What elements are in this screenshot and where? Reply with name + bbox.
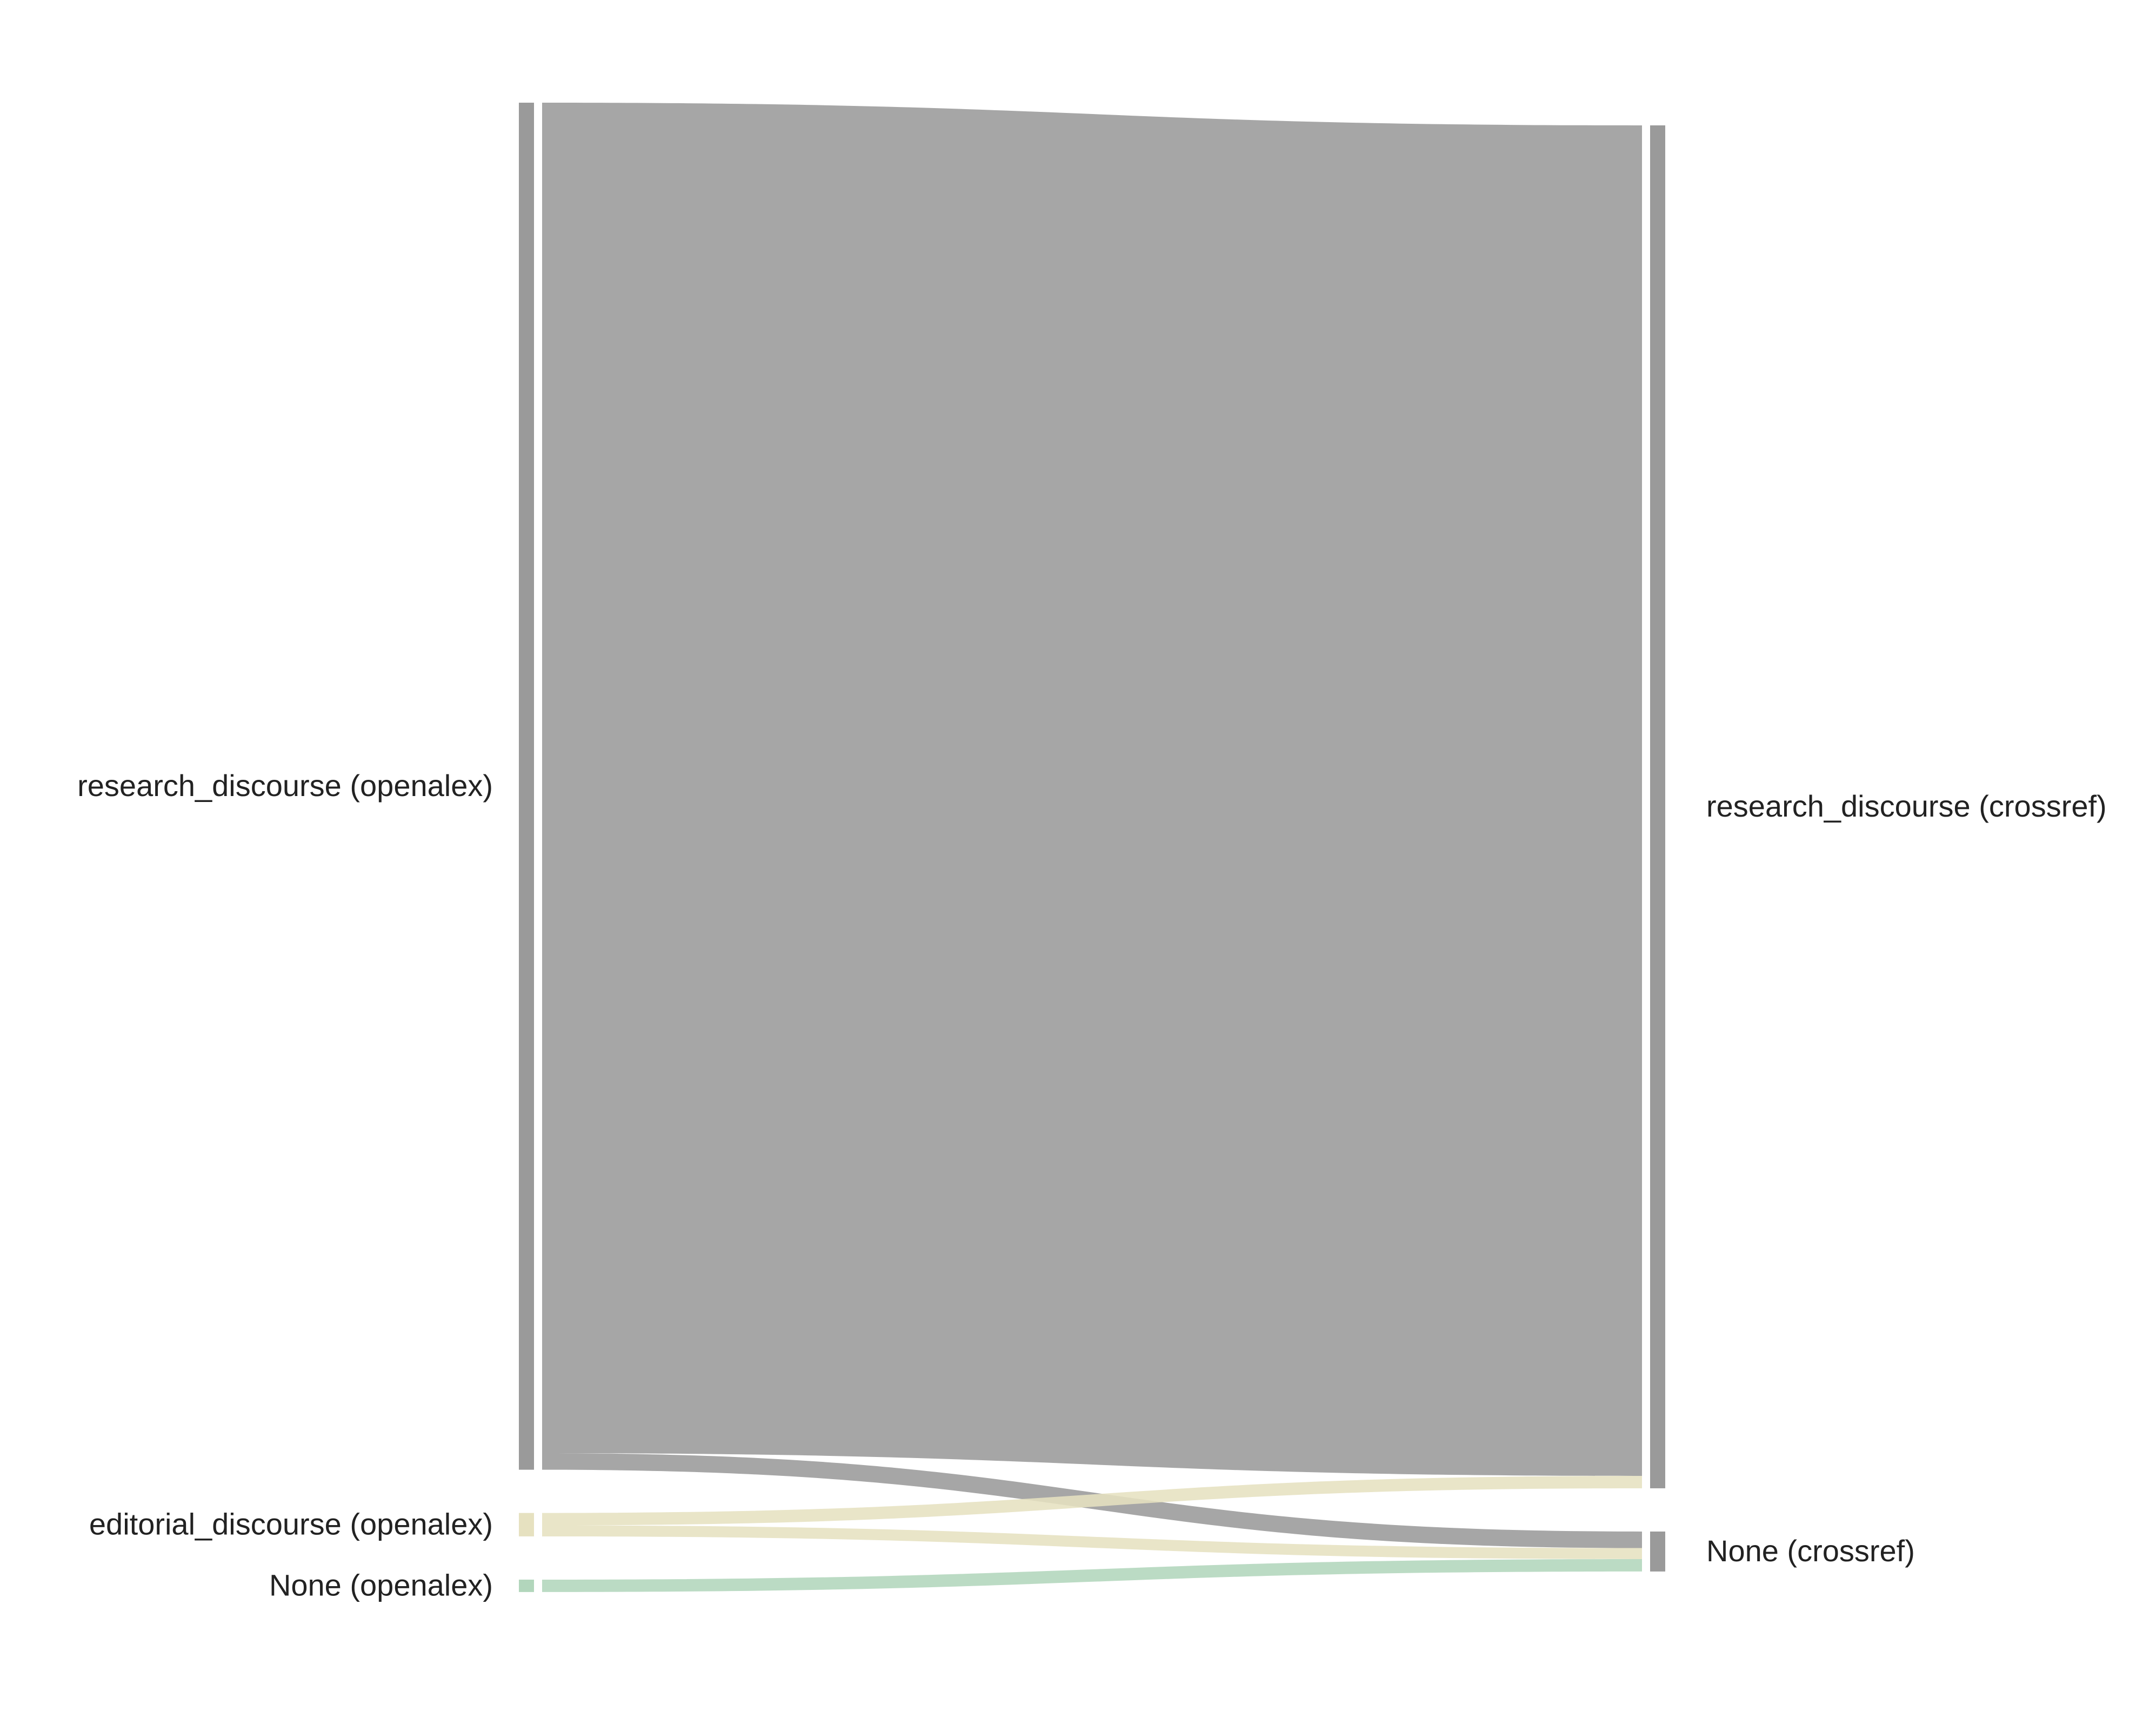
node-bar-l_none: [519, 1579, 534, 1592]
nodes-layer: [519, 103, 1665, 1592]
node-bar-r_none: [1650, 1531, 1665, 1572]
labels-layer: research_discourse (openalex) editorial_d…: [77, 768, 2107, 1602]
node-label-r_research: research_discourse (crossref): [1706, 789, 2107, 823]
node-label-l_research: research_discourse (openalex): [77, 768, 493, 803]
node-label-r_none: None (crossref): [1706, 1534, 1915, 1568]
link-l_editorial-to-r_research: [542, 1476, 1642, 1526]
node-bar-l_editorial: [519, 1513, 534, 1536]
node-bar-r_research: [1650, 125, 1665, 1488]
node-bar-l_research: [519, 103, 534, 1470]
links-layer: [542, 103, 1642, 1592]
node-label-l_editorial: editorial_discourse (openalex): [89, 1507, 493, 1541]
link-l_editorial-to-r_none: [542, 1525, 1642, 1559]
node-label-l_none: None (openalex): [269, 1568, 493, 1602]
link-l_none-to-r_none: [542, 1559, 1642, 1592]
link-l_research-to-r_research: [542, 103, 1642, 1476]
